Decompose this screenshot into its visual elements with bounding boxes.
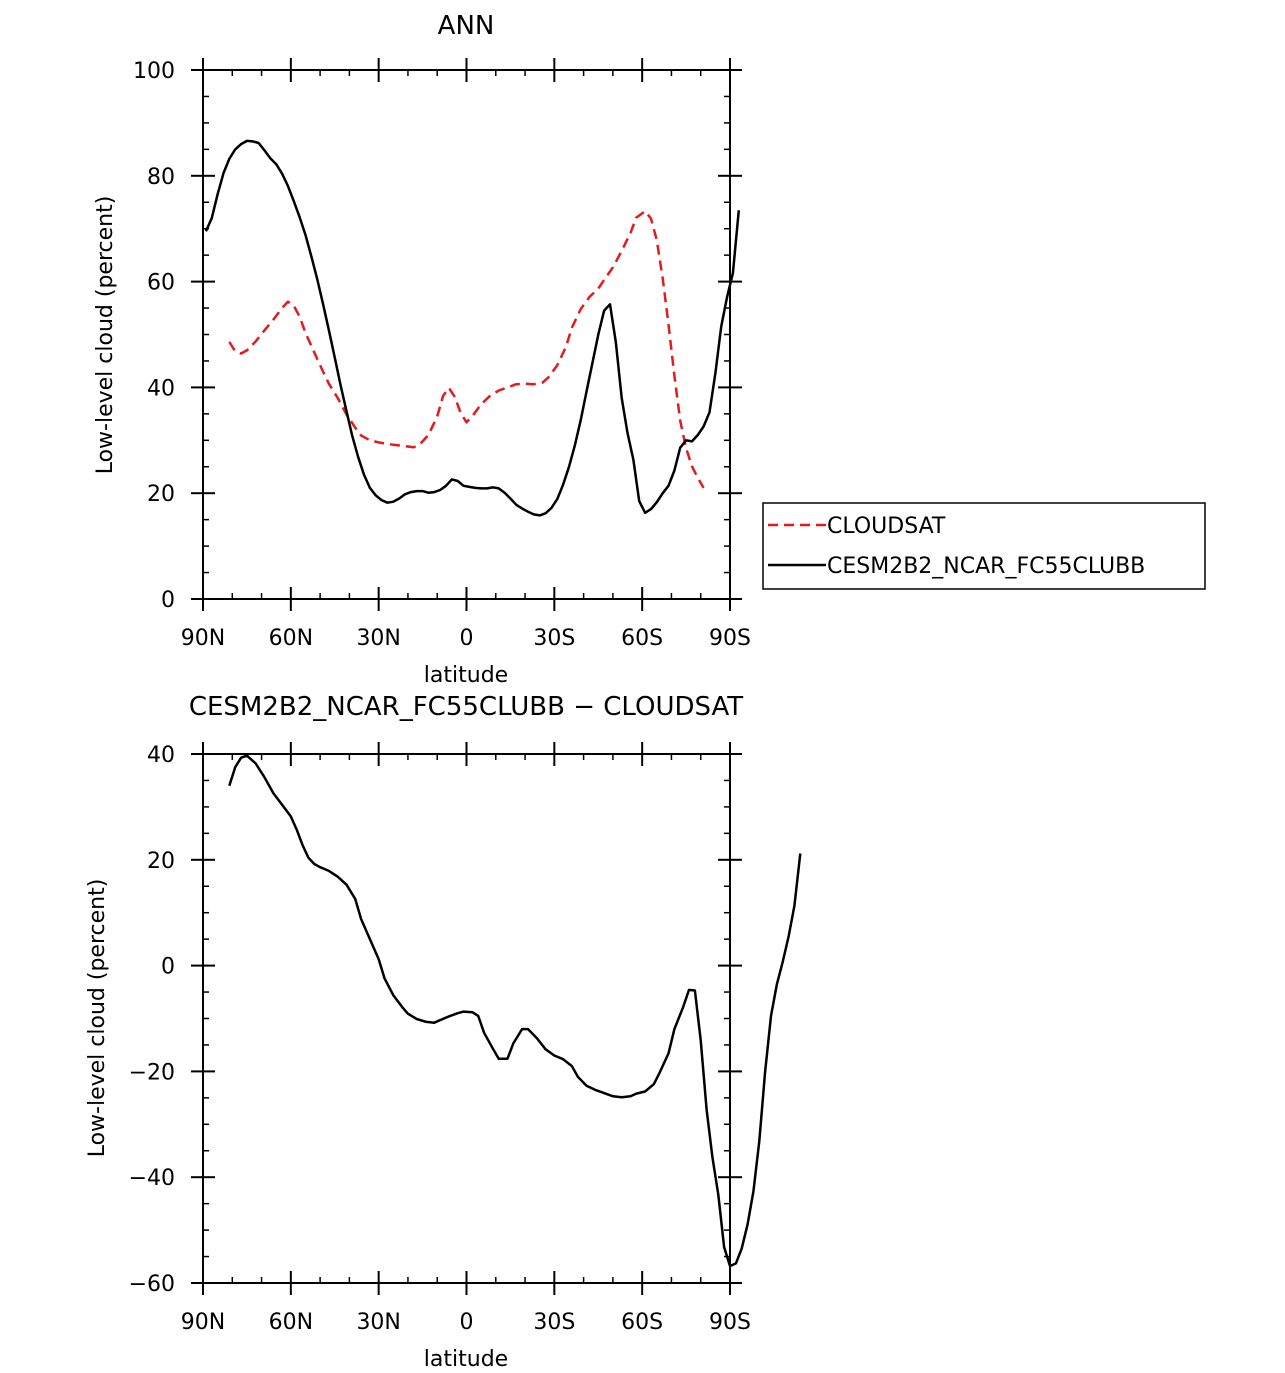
series-group xyxy=(228,754,802,1268)
x-tick-label: 60S xyxy=(621,1310,663,1335)
x-tick-label: 90N xyxy=(181,1310,225,1335)
y-tick-label: 80 xyxy=(147,165,175,190)
x-axis-label: latitude xyxy=(424,1347,508,1372)
plot-frame xyxy=(202,753,731,1284)
x-tick-label: 0 xyxy=(460,626,474,651)
y-axis-label: Low-level cloud (percent) xyxy=(85,879,110,1158)
x-tick-label: 90N xyxy=(181,626,225,651)
legend-label-cloudsat: CLOUDSAT xyxy=(827,514,946,539)
axes-frame: 90N 60N 30N 0 30S 60S 90S 0 20 40 60 80 100 xyxy=(133,58,751,651)
axes-frame: 90N 60N 30N 0 30S 60S 90S −60 −40 −20 0 20 40 xyxy=(129,742,751,1335)
plot-frame xyxy=(202,69,731,600)
legend-label-model: CESM2B2_NCAR_FC55CLUBB xyxy=(827,554,1145,579)
x-tick-label: 90S xyxy=(709,1310,751,1335)
y-tick-label: 0 xyxy=(161,588,175,613)
legend-box xyxy=(762,502,1206,590)
x-tick-label: 30S xyxy=(533,1310,575,1335)
y-tick-label: 60 xyxy=(147,271,175,296)
series-group xyxy=(204,139,741,517)
series-line-0 xyxy=(228,754,802,1268)
x-tick-label: 30S xyxy=(533,626,575,651)
y-tick-label: 40 xyxy=(147,376,175,401)
chart-title: ANN xyxy=(438,11,495,41)
y-tick-label: 0 xyxy=(161,955,175,980)
y-tick-label: 20 xyxy=(147,849,175,874)
x-tick-label: 60N xyxy=(269,626,313,651)
legend: CLOUDSAT CESM2B2_NCAR_FC55CLUBB xyxy=(762,502,1206,590)
series-line-1 xyxy=(204,139,741,517)
y-tick-label: −40 xyxy=(129,1166,175,1191)
bottom-panel: CESM2B2_NCAR_FC55CLUBB − CLOUDSAT Low-le… xyxy=(85,692,802,1372)
y-axis-label: Low-level cloud (percent) xyxy=(93,196,118,475)
x-axis-label: latitude xyxy=(424,663,508,688)
x-tick-label: 90S xyxy=(709,626,751,651)
series-line-0 xyxy=(228,209,705,489)
y-tick-label: 100 xyxy=(133,59,175,84)
x-tick-label: 30N xyxy=(356,1310,400,1335)
x-tick-label: 60S xyxy=(621,626,663,651)
y-tick-label: 20 xyxy=(147,482,175,507)
x-tick-label: 0 xyxy=(460,1310,474,1335)
y-tick-label: −60 xyxy=(129,1272,175,1297)
x-tick-label: 30N xyxy=(356,626,400,651)
y-tick-label: 40 xyxy=(147,743,175,768)
y-tick-label: −20 xyxy=(129,1060,175,1085)
x-tick-label: 60N xyxy=(269,1310,313,1335)
top-panel: ANN Low-level cloud (percent) latitude 9… xyxy=(93,11,1206,688)
chart-title: CESM2B2_NCAR_FC55CLUBB − CLOUDSAT xyxy=(189,692,743,722)
